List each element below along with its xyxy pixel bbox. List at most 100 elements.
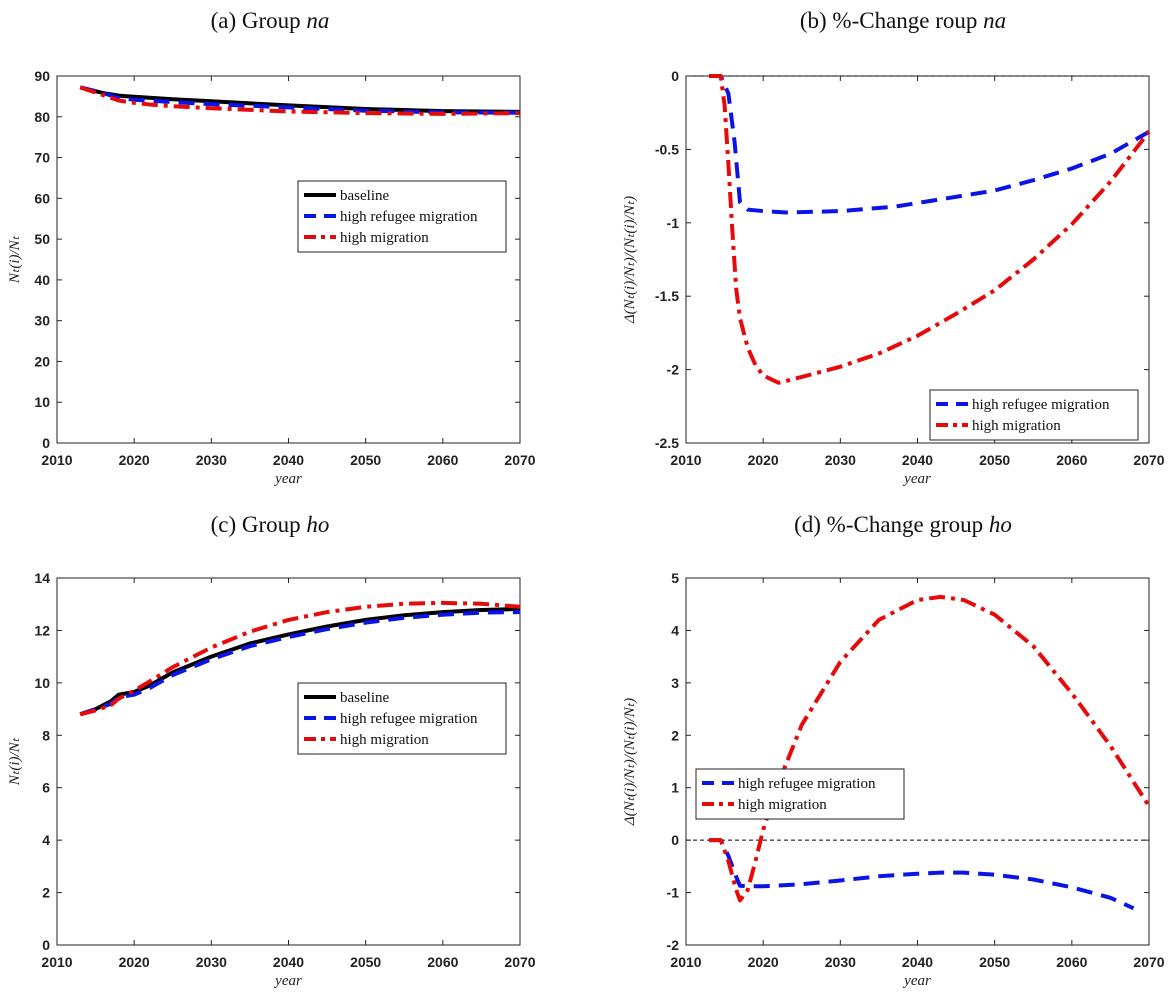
series-line-high-refugee-migration [79, 85, 521, 115]
x-tick-label: 2070 [504, 452, 535, 468]
legend-label: high migration [738, 797, 827, 813]
legend-box [297, 180, 507, 253]
x-tick-label: 2060 [427, 452, 458, 468]
x-tick-label: 2010 [670, 452, 701, 468]
y-tick-label: 0 [42, 937, 50, 953]
x-tick-label: 2040 [273, 452, 304, 468]
series-line-high-migration [709, 74, 1151, 385]
x-tick-label: 2040 [273, 954, 304, 970]
x-tick-label: 2030 [196, 452, 227, 468]
x-tick-label: 2070 [504, 954, 535, 970]
x-tick-label: 2020 [119, 954, 150, 970]
panel-title: (a) Group na [211, 8, 330, 33]
legend-box [929, 389, 1139, 441]
y-tick-label: 2 [671, 727, 679, 743]
legend-label: high refugee migration [738, 776, 876, 792]
x-tick-label: 2030 [825, 954, 856, 970]
y-tick-label: 10 [34, 675, 50, 691]
x-tick-label: 2070 [1133, 452, 1164, 468]
x-tick-label: 2040 [902, 452, 933, 468]
y-tick-label: -0.5 [655, 141, 679, 157]
y-tick-label: 5 [671, 570, 679, 586]
panel-title-group: ho [989, 512, 1012, 537]
x-tick-label: 2050 [350, 452, 381, 468]
y-tick-label: 90 [34, 68, 50, 84]
y-tick-label: 10 [34, 394, 50, 410]
y-axis-label: Δ(Nₜ(i)/Nₜ)/(Nₜ(i)/Nₜ) [622, 698, 638, 826]
y-tick-label: 14 [34, 570, 50, 586]
y-tick-label: 80 [34, 109, 50, 125]
x-axis-label: year [902, 471, 931, 487]
series-line-baseline [79, 85, 521, 114]
y-tick-label: 0 [42, 435, 50, 451]
panel-title: (d) %-Change group ho [794, 512, 1012, 537]
x-tick-label: 2060 [1056, 954, 1087, 970]
legend-box [695, 768, 905, 820]
x-tick-label: 2020 [748, 954, 779, 970]
panel-title-group: ho [306, 512, 329, 537]
x-tick-label: 2010 [41, 954, 72, 970]
panel-title-label: (b) %-Change roup [800, 8, 983, 33]
y-tick-label: -2 [667, 937, 680, 953]
panel-title-label: (a) Group [211, 8, 307, 33]
legend-label: baseline [340, 690, 389, 706]
x-axis-label: year [273, 471, 302, 487]
y-tick-label: 50 [34, 231, 50, 247]
panel-title-label: (d) %-Change group [794, 512, 989, 537]
legend-label: high refugee migration [340, 711, 478, 727]
x-tick-label: 2060 [1056, 452, 1087, 468]
y-tick-label: -1 [667, 215, 680, 231]
y-tick-label: -1 [667, 885, 680, 901]
panel-title: (c) Group ho [211, 512, 330, 537]
y-tick-label: -2.5 [655, 435, 679, 451]
x-tick-label: 2060 [427, 954, 458, 970]
y-tick-label: 12 [34, 622, 50, 638]
panel-title-group: na [306, 8, 329, 33]
y-axis-label: Nₜ(i)/Nₜ [7, 235, 23, 284]
y-tick-label: 40 [34, 272, 50, 288]
y-axis-label: Nₜ(i)/Nₜ [7, 737, 23, 786]
x-tick-label: 2020 [748, 452, 779, 468]
x-tick-label: 2050 [979, 954, 1010, 970]
y-tick-label: 0 [671, 832, 679, 848]
legend-label: high migration [340, 732, 429, 748]
y-tick-label: 8 [42, 727, 50, 743]
legend-label: high refugee migration [972, 397, 1110, 413]
y-tick-label: 2 [42, 885, 50, 901]
legend-label: high refugee migration [340, 209, 478, 225]
x-tick-label: 2040 [902, 954, 933, 970]
series-line-high-refugee-migration [709, 74, 1150, 215]
legend: baseline high refugee migration high migra… [297, 682, 507, 755]
x-axis-label: year [273, 973, 302, 989]
legend-label: baseline [340, 188, 389, 204]
y-tick-label: 3 [671, 675, 679, 691]
y-tick-label: 20 [34, 353, 50, 369]
x-tick-label: 2050 [350, 954, 381, 970]
x-tick-label: 2030 [825, 452, 856, 468]
panel-title-label: (c) Group [211, 512, 307, 537]
panel-title-group: na [983, 8, 1006, 33]
axes-box [685, 75, 1150, 444]
series-line-high-migration [709, 594, 1151, 903]
y-tick-label: -2 [667, 362, 680, 378]
y-tick-label: 4 [671, 622, 679, 638]
x-tick-label: 2070 [1133, 954, 1164, 970]
x-tick-label: 2010 [670, 954, 701, 970]
y-tick-label: 30 [34, 313, 50, 329]
series-line-high-migration [79, 85, 521, 116]
x-tick-label: 2010 [41, 452, 72, 468]
legend-label: high migration [972, 418, 1061, 434]
legend: baseline high refugee migration high migra… [297, 180, 507, 253]
legend: high refugee migration high migration [929, 389, 1139, 441]
y-axis-label: Δ(Nₜ(i)/Nₜ)/(Nₜ(i)/Nₜ) [622, 196, 638, 324]
legend-label: high migration [340, 230, 429, 246]
legend: high refugee migration high migration [695, 768, 905, 820]
panel-2: (b) %-Change roup na 2010 2020 2030 2040 2050… [622, 8, 1165, 487]
x-tick-label: 2030 [196, 954, 227, 970]
x-tick-label: 2020 [119, 452, 150, 468]
x-tick-label: 2050 [979, 452, 1010, 468]
y-tick-label: 0 [671, 68, 679, 84]
